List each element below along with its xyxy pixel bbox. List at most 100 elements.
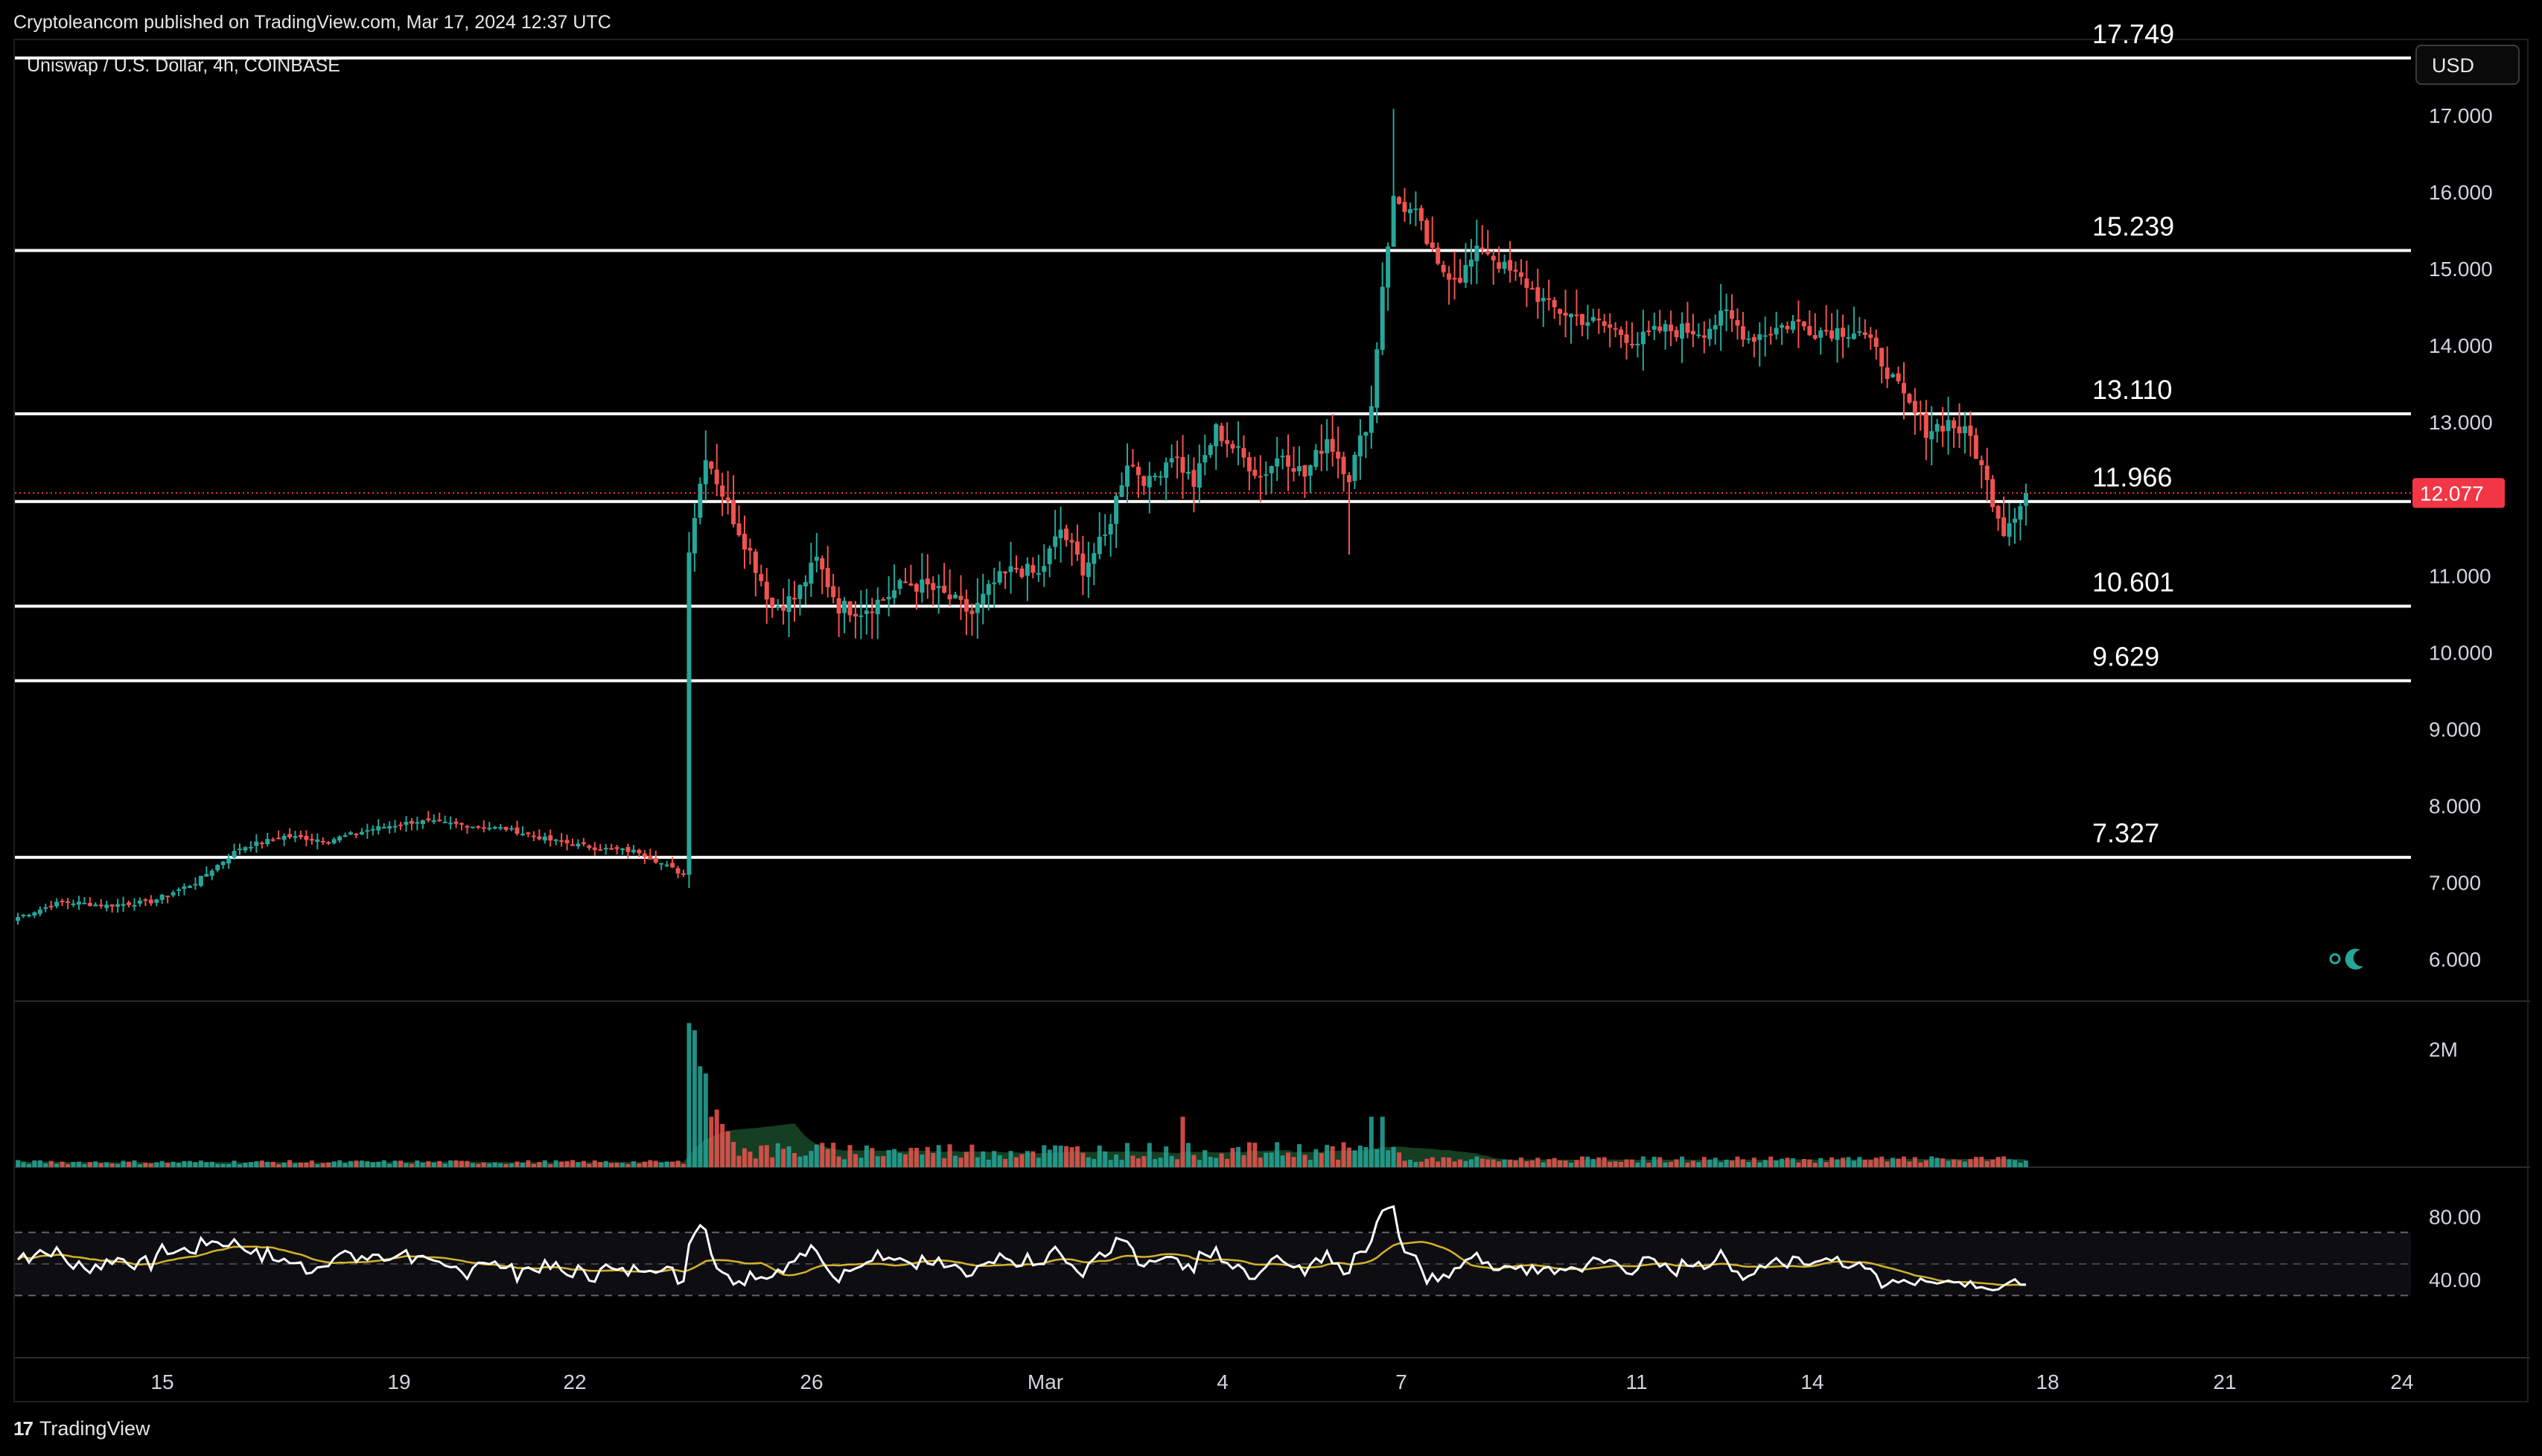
currency-button[interactable]: USD xyxy=(2415,45,2520,85)
volume-bar xyxy=(1296,1144,1302,1167)
volume-bar xyxy=(1651,1156,1657,1167)
candle-body xyxy=(625,846,631,852)
candle-body xyxy=(576,843,581,847)
volume-bar xyxy=(642,1161,647,1167)
candle-body xyxy=(343,835,348,837)
volume-bar xyxy=(1751,1158,1756,1167)
candle-body xyxy=(1857,331,1862,333)
candle-body xyxy=(908,583,914,586)
volume-bar xyxy=(1608,1161,1613,1167)
volume-bar xyxy=(1624,1159,1629,1167)
volume-bar xyxy=(1669,1161,1674,1167)
candle-body xyxy=(1807,326,1812,336)
volume-bar xyxy=(1923,1160,1928,1167)
candle-body xyxy=(809,562,814,584)
candle-body xyxy=(637,849,642,854)
candle-body xyxy=(176,889,182,891)
price-tick-label: 10.000 xyxy=(2429,641,2493,664)
volume-bar xyxy=(1003,1158,1008,1167)
theme-toggle-icon[interactable] xyxy=(2329,948,2363,970)
volume-bar xyxy=(1369,1117,1374,1167)
volume-bar xyxy=(1175,1159,1180,1167)
volume-bar xyxy=(248,1162,253,1167)
candle-body xyxy=(1885,367,1890,379)
candle-body xyxy=(1835,328,1840,340)
level-label: 10.601 xyxy=(2092,566,2174,597)
candle-body xyxy=(1590,316,1596,322)
volume-bar xyxy=(1485,1159,1491,1167)
candle-body xyxy=(1812,335,1818,339)
candle-body xyxy=(370,828,375,831)
candle-body xyxy=(714,469,719,485)
candle-body xyxy=(109,904,115,907)
candle-body xyxy=(903,581,908,584)
volume-bar xyxy=(1441,1157,1446,1167)
volume-bar xyxy=(820,1143,825,1167)
volume-bar xyxy=(309,1160,314,1167)
volume-bar xyxy=(420,1162,425,1167)
price-tick-label: 9.000 xyxy=(2429,718,2481,741)
price-tick-label: 7.000 xyxy=(2429,871,2481,894)
candle-body xyxy=(1718,310,1724,326)
candle-body xyxy=(1296,466,1302,472)
volume-bar xyxy=(1707,1159,1713,1167)
candle-body xyxy=(1474,245,1479,261)
volume-bar xyxy=(320,1163,325,1167)
volume-bar xyxy=(1984,1160,1990,1167)
candle-body xyxy=(465,826,470,828)
candle-body xyxy=(1596,319,1602,321)
candle-body xyxy=(1946,420,1951,432)
volume-bar xyxy=(1008,1151,1013,1167)
volume-bar xyxy=(859,1158,864,1167)
volume-bar xyxy=(870,1148,875,1167)
volume-bar xyxy=(1735,1156,1740,1167)
candle-body xyxy=(1780,325,1785,328)
volume-bar xyxy=(1780,1158,1785,1167)
candle-body xyxy=(1252,470,1258,476)
volume-bar xyxy=(492,1162,497,1167)
candle-body xyxy=(1424,220,1430,244)
volume-bar xyxy=(1541,1162,1546,1167)
volume-bar xyxy=(1064,1146,1069,1167)
volume-bar xyxy=(48,1160,54,1167)
volume-bar xyxy=(853,1154,858,1167)
volume-bar xyxy=(731,1142,736,1167)
volume-bar xyxy=(1302,1155,1307,1167)
candle-body xyxy=(1180,457,1185,473)
horizontal-levels: 17.749 15.239 13.110 11.966 10.601 9.629 7.327 xyxy=(15,19,2411,859)
candle-body xyxy=(459,823,464,825)
candle-body xyxy=(1185,471,1191,474)
volume-bar xyxy=(1558,1160,1563,1167)
candle-body xyxy=(127,902,131,905)
candle-body xyxy=(2023,493,2028,506)
candle-body xyxy=(920,579,925,593)
volume-bar xyxy=(1407,1159,1412,1167)
candle-body xyxy=(1851,333,1856,339)
tradingview-logo[interactable]: 17 TradingView xyxy=(13,1417,150,1440)
volume-bar xyxy=(281,1162,287,1167)
volume-bar xyxy=(1885,1161,1890,1167)
candle-body xyxy=(1430,242,1435,248)
candle-body xyxy=(1574,314,1579,316)
candle-body xyxy=(1740,326,1745,340)
volume-bar xyxy=(1730,1160,1735,1167)
volume-bar xyxy=(1363,1146,1369,1167)
candle-body xyxy=(1624,334,1629,343)
candle-body xyxy=(1325,438,1330,454)
candle-body xyxy=(1092,553,1097,564)
candle-body xyxy=(1336,451,1341,459)
volume-bar xyxy=(1718,1162,1724,1167)
candle-body xyxy=(703,460,708,485)
candle-body xyxy=(570,844,575,846)
candle-body xyxy=(171,892,176,895)
volume-bar xyxy=(914,1148,919,1167)
volume-bar xyxy=(1280,1155,1285,1167)
volume-bar xyxy=(969,1144,975,1167)
candle-body xyxy=(165,895,171,898)
volume-bar xyxy=(254,1160,259,1167)
candle-body xyxy=(1208,444,1213,456)
volume-bar xyxy=(736,1155,742,1167)
volume-axis-label: 2M xyxy=(2429,1038,2458,1061)
candle-body xyxy=(775,605,780,607)
